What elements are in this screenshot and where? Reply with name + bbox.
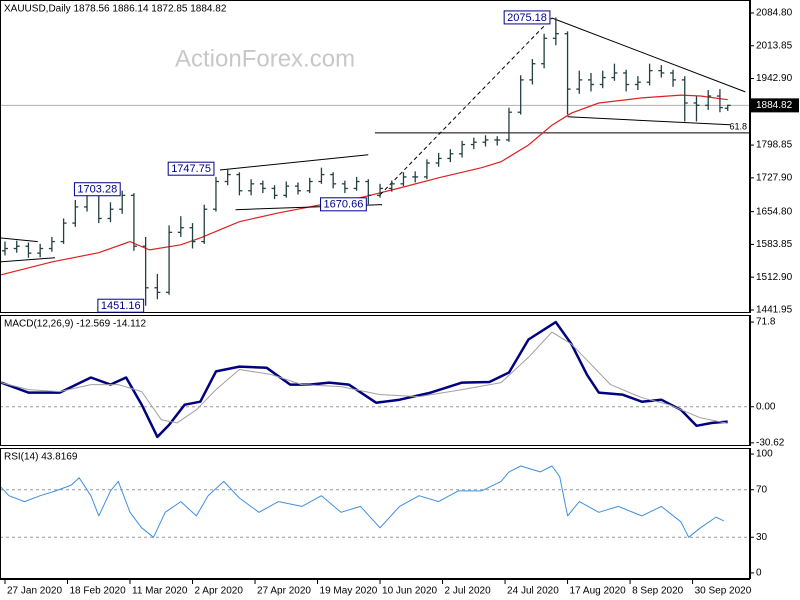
y-tick-label: 1583.85 xyxy=(756,239,793,250)
x-tick-label: 24 Jul 2020 xyxy=(507,586,559,597)
y-tick-label: 71.8 xyxy=(756,317,776,328)
price-label: 1703.28 xyxy=(77,184,117,196)
indicator-line xyxy=(0,320,728,439)
trendline xyxy=(567,116,731,126)
price-label-box xyxy=(97,298,145,313)
y-tick-label: 1942.90 xyxy=(756,73,793,84)
indicator-line xyxy=(0,331,728,424)
y-tick-label: 1798.85 xyxy=(756,140,793,151)
trendline xyxy=(0,237,38,243)
panel-frame xyxy=(0,0,750,313)
y-tick-label: 0.00 xyxy=(756,401,776,412)
y-tick-label: 70 xyxy=(756,484,768,495)
panel-frame xyxy=(0,448,750,579)
fib-label: 61.8 xyxy=(729,121,747,131)
y-tick-label: 1654.80 xyxy=(756,206,793,217)
price-label: 1747.75 xyxy=(171,163,211,175)
y-tick-label: 100 xyxy=(756,449,773,460)
y-tick-label: 1512.90 xyxy=(756,272,793,283)
price-label-box xyxy=(503,10,551,25)
x-tick-label: 27 Apr 2020 xyxy=(257,586,311,597)
panel-title: MACD(12,26,9) -12.569 -14.112 xyxy=(4,319,147,330)
x-tick-label: 30 Sep 2020 xyxy=(695,586,752,597)
panel-2 xyxy=(0,465,750,538)
trendline xyxy=(379,17,553,196)
last-price-box xyxy=(751,98,799,113)
trendline xyxy=(551,17,746,93)
panel-1 xyxy=(0,320,750,439)
y-tick-label: 30 xyxy=(756,532,768,543)
y-tick-label: 0 xyxy=(756,568,762,579)
x-tick-label: 10 Jun 2020 xyxy=(382,586,437,597)
price-label: 1451.16 xyxy=(101,300,141,312)
price-label: 1670.66 xyxy=(324,199,364,211)
x-tick-label: 19 May 2020 xyxy=(320,586,378,597)
x-tick-label: 8 Sep 2020 xyxy=(632,586,684,597)
trendline xyxy=(0,257,56,263)
x-tick-label: 18 Feb 2020 xyxy=(70,586,127,597)
price-label-box xyxy=(73,182,121,197)
y-tick-label: 2084.80 xyxy=(756,8,793,19)
moving-average xyxy=(0,94,728,276)
x-tick-label: 11 Mar 2020 xyxy=(132,586,188,597)
x-tick-label: 2 Jul 2020 xyxy=(445,586,492,597)
y-tick-label: -30.62 xyxy=(756,437,785,448)
indicator-line xyxy=(0,465,725,538)
y-tick-label: 2013.85 xyxy=(756,40,793,51)
x-tick-label: 27 Jan 2020 xyxy=(7,586,62,597)
panel-0 xyxy=(0,17,750,306)
watermark: ActionForex.com xyxy=(175,45,355,72)
price-label: 2075.18 xyxy=(507,12,547,24)
y-tick-label: 1727.90 xyxy=(756,173,793,184)
trendline xyxy=(219,154,369,171)
panel-title: XAUUSD,Daily 1878.56 1886.14 1872.85 188… xyxy=(4,4,227,15)
x-tick-label: 2 Apr 2020 xyxy=(195,586,244,597)
panel-title: RSI(14) 43.8169 xyxy=(4,452,78,463)
panel-frame xyxy=(0,315,750,446)
last-price-label: 1884.82 xyxy=(756,100,793,111)
x-tick-label: 17 Aug 2020 xyxy=(570,586,627,597)
price-label-box xyxy=(167,161,215,176)
price-label-box xyxy=(320,197,367,212)
y-tick-label: 1441.95 xyxy=(756,305,793,316)
